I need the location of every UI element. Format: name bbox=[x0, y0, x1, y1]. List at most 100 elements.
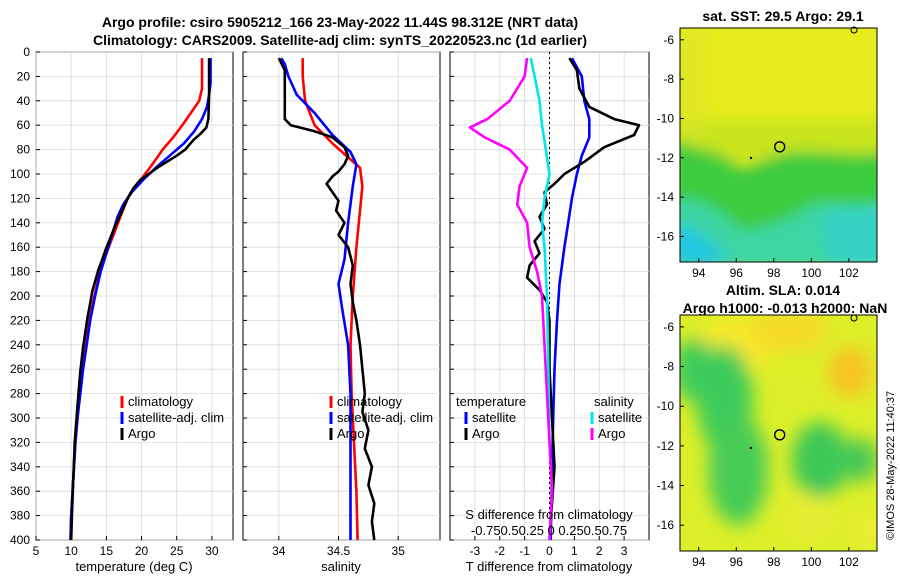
xtick-label: 30 bbox=[205, 544, 219, 558]
ytick-label: 20 bbox=[17, 69, 31, 83]
argo-position-marker bbox=[774, 141, 786, 153]
ytick-label: 280 bbox=[10, 387, 30, 401]
salinity-series bbox=[277, 57, 376, 540]
xtick-label: -3 bbox=[470, 544, 481, 558]
map-point-marker bbox=[749, 446, 753, 450]
xtick-label: 25 bbox=[170, 544, 184, 558]
xtick-label: 34 bbox=[272, 544, 286, 558]
map-xtick-label: 96 bbox=[730, 266, 744, 280]
map-ytick-label: -14 bbox=[657, 479, 675, 493]
difference-panel: -3 -2 -1 0 1 2 3 T difference from climatology… bbox=[449, 51, 650, 574]
ytick-label: 340 bbox=[10, 460, 30, 474]
ytick-label: 0 bbox=[23, 45, 30, 59]
ytick-label: 260 bbox=[10, 362, 30, 376]
map-ytick-label: -16 bbox=[657, 229, 675, 243]
sla-map-panel: 94 96 98 100 102 -6 -8 -10 -12 -14 -16 bbox=[657, 314, 878, 569]
xtick-label: 2 bbox=[596, 544, 603, 558]
sst-map-title: sat. SST: 29.5 Argo: 29.1 bbox=[702, 8, 864, 24]
difference-series bbox=[468, 57, 641, 540]
temperature-series bbox=[69, 58, 212, 540]
legend-label-climatology: climatology bbox=[337, 394, 403, 409]
xtick-label: -1 bbox=[519, 544, 530, 558]
map-ytick-label: -16 bbox=[657, 518, 675, 532]
ytick-label: 60 bbox=[17, 118, 31, 132]
difference-xlabel-top: S difference from climatology bbox=[465, 507, 633, 522]
ytick-label: 140 bbox=[10, 216, 30, 230]
ytick-label: 120 bbox=[10, 191, 30, 205]
sla-map-title-line1: Altim. SLA: 0.014 bbox=[725, 282, 841, 298]
sla-map-title-line2: Argo h1000: -0.013 h2000: NaN bbox=[682, 300, 888, 316]
map-xtick-label: 96 bbox=[730, 555, 744, 569]
ytick-label: 400 bbox=[10, 533, 30, 547]
ytick-label: 240 bbox=[10, 338, 30, 352]
map-edge-marker bbox=[850, 314, 858, 322]
map-xtick-label: 100 bbox=[801, 266, 821, 280]
legend-label-argo: Argo bbox=[337, 426, 364, 441]
map-ytick-label: -8 bbox=[663, 72, 674, 86]
ytick-label: 40 bbox=[17, 94, 31, 108]
difference-legend: temperature satellite Argo salinity sate… bbox=[456, 394, 642, 441]
ytick-label: 100 bbox=[10, 167, 30, 181]
xtick-label: -2 bbox=[494, 544, 505, 558]
ytick-label: 80 bbox=[17, 143, 31, 157]
sst-map-panel: 94 96 98 100 102 -6 -8 -10 -12 -14 -16 bbox=[657, 26, 878, 280]
map-ytick-label: -10 bbox=[657, 399, 675, 413]
ytick-label: 180 bbox=[10, 265, 30, 279]
figure-title-line1: Argo profile: csiro 5905212_166 23-May-2… bbox=[101, 14, 579, 30]
salinity-ticks: 34 34.5 35 bbox=[243, 51, 405, 558]
legend-title-temperature: temperature bbox=[456, 394, 526, 409]
series-line-t-argo bbox=[525, 57, 641, 540]
temperature-ticks: 0 20 40 60 80 100 120 140 160 180 200 220 240 260 280 3… bbox=[10, 45, 219, 558]
map-xtick-label: 100 bbox=[801, 555, 821, 569]
temperature-xlabel: temperature (deg C) bbox=[75, 559, 192, 574]
series-line-climatology bbox=[301, 58, 364, 540]
ytick-label: 220 bbox=[10, 313, 30, 327]
legend-label-t-satellite: satellite bbox=[472, 410, 516, 425]
map-ytick-label: -6 bbox=[663, 33, 674, 47]
sla-heatmap bbox=[680, 315, 877, 551]
figure-title-line2: Climatology: CARS2009. Satellite-adj cli… bbox=[92, 32, 588, 48]
ytick-label: 160 bbox=[10, 240, 30, 254]
ytick-label: 300 bbox=[10, 411, 30, 425]
xtick-label: 10 bbox=[64, 544, 78, 558]
xtick-label: 0 bbox=[546, 544, 553, 558]
sla-map-frame bbox=[679, 314, 878, 552]
map-xtick-label: 94 bbox=[692, 266, 706, 280]
legend-label-s-satellite: satellite bbox=[598, 410, 642, 425]
xtick-label: 34.5 bbox=[327, 544, 351, 558]
legend-label-satellite: satellite-adj. clim bbox=[337, 410, 433, 425]
legend-title-salinity: salinity bbox=[594, 394, 634, 409]
series-line-s-argo bbox=[468, 57, 554, 540]
map-edge-marker bbox=[850, 26, 858, 34]
sst-heatmap bbox=[680, 28, 877, 262]
ytick-label: 320 bbox=[10, 435, 30, 449]
xtick-label: 5 bbox=[33, 544, 40, 558]
sst-map-frame bbox=[679, 27, 878, 263]
map-xtick-label: 102 bbox=[839, 555, 859, 569]
xtick-label: 20 bbox=[135, 544, 149, 558]
series-line-argo bbox=[277, 57, 376, 540]
difference-xlabel: T difference from climatology bbox=[466, 559, 633, 574]
series-line-t-satellite bbox=[549, 57, 591, 540]
series-line-argo bbox=[69, 58, 211, 540]
legend-label-satellite: satellite-adj. clim bbox=[128, 410, 224, 425]
sla-map-ticks: 94 96 98 100 102 -6 -8 -10 -12 -14 -16 bbox=[657, 320, 860, 569]
legend-label-t-argo: Argo bbox=[472, 426, 499, 441]
map-ytick-label: -14 bbox=[657, 190, 675, 204]
salinity-diff-tick-labels: -0.750.50.25 0 0.250.50.75 bbox=[471, 523, 627, 538]
argo-position-marker bbox=[774, 429, 786, 441]
map-point-marker bbox=[749, 156, 753, 160]
temperature-grid bbox=[35, 51, 233, 541]
map-ytick-label: -8 bbox=[663, 360, 674, 374]
map-xtick-label: 102 bbox=[839, 266, 859, 280]
map-ytick-label: -6 bbox=[663, 320, 674, 334]
salinity-legend: climatology satellite-adj. clim Argo bbox=[329, 394, 433, 441]
ytick-label: 360 bbox=[10, 484, 30, 498]
map-ytick-label: -12 bbox=[657, 151, 675, 165]
legend-label-climatology: climatology bbox=[128, 394, 194, 409]
salinity-xlabel: salinity bbox=[321, 559, 361, 574]
legend-label-s-argo: Argo bbox=[598, 426, 625, 441]
temperature-panel: 0 20 40 60 80 100 120 140 160 180 200 220 240 260 280 3… bbox=[10, 45, 234, 574]
map-ytick-label: -12 bbox=[657, 439, 675, 453]
